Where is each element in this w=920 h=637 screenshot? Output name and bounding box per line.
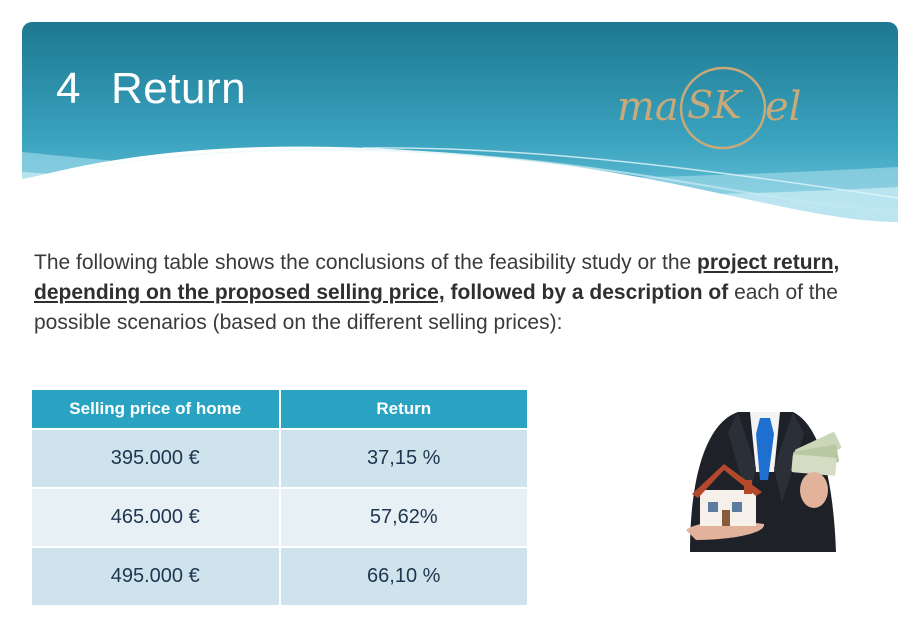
logo-text-pre: ma bbox=[617, 84, 679, 130]
cell-selling-price: 395.000 € bbox=[32, 428, 281, 488]
wave-background bbox=[22, 22, 898, 237]
cell-return: 66,10 % bbox=[279, 546, 527, 605]
money-bills bbox=[791, 432, 842, 476]
intro-bold-text: followed by a description of bbox=[444, 281, 729, 304]
header-return: Return bbox=[279, 390, 527, 429]
cell-return: 57,62% bbox=[279, 487, 527, 547]
header-selling-price: Selling price of home bbox=[32, 390, 281, 429]
intro-text-1: The following table shows the conclusion… bbox=[34, 251, 698, 274]
house-model bbox=[692, 464, 762, 526]
intro-paragraph: The following table shows the conclusion… bbox=[34, 248, 884, 338]
logo-text-post: el bbox=[765, 84, 801, 130]
intro-text-2: each of the possible scenarios (based on… bbox=[34, 281, 838, 334]
table-header-row: Selling price of home Return bbox=[32, 390, 527, 429]
slide-header-banner bbox=[22, 22, 898, 237]
table-row: 395.000 € 37,15 % bbox=[32, 428, 527, 488]
section-number: 4 bbox=[56, 64, 81, 113]
section-title: Return bbox=[110, 64, 247, 113]
businessman-house-money-image bbox=[686, 412, 842, 552]
intro-highlight: project return, depending on the propose… bbox=[34, 251, 840, 304]
return-table: Selling price of home Return 395.000 € 3… bbox=[32, 390, 527, 605]
cell-selling-price: 495.000 € bbox=[32, 546, 281, 605]
logo-text-mid: SK bbox=[687, 83, 744, 127]
cell-return: 37,15 % bbox=[279, 428, 527, 488]
page-title: 4 Return bbox=[56, 64, 246, 114]
table-row: 495.000 € 66,10 % bbox=[32, 546, 527, 605]
maskel-logo: ma SK el bbox=[617, 66, 801, 150]
cell-selling-price: 465.000 € bbox=[32, 487, 281, 547]
table-row: 465.000 € 57,62% bbox=[32, 487, 527, 547]
